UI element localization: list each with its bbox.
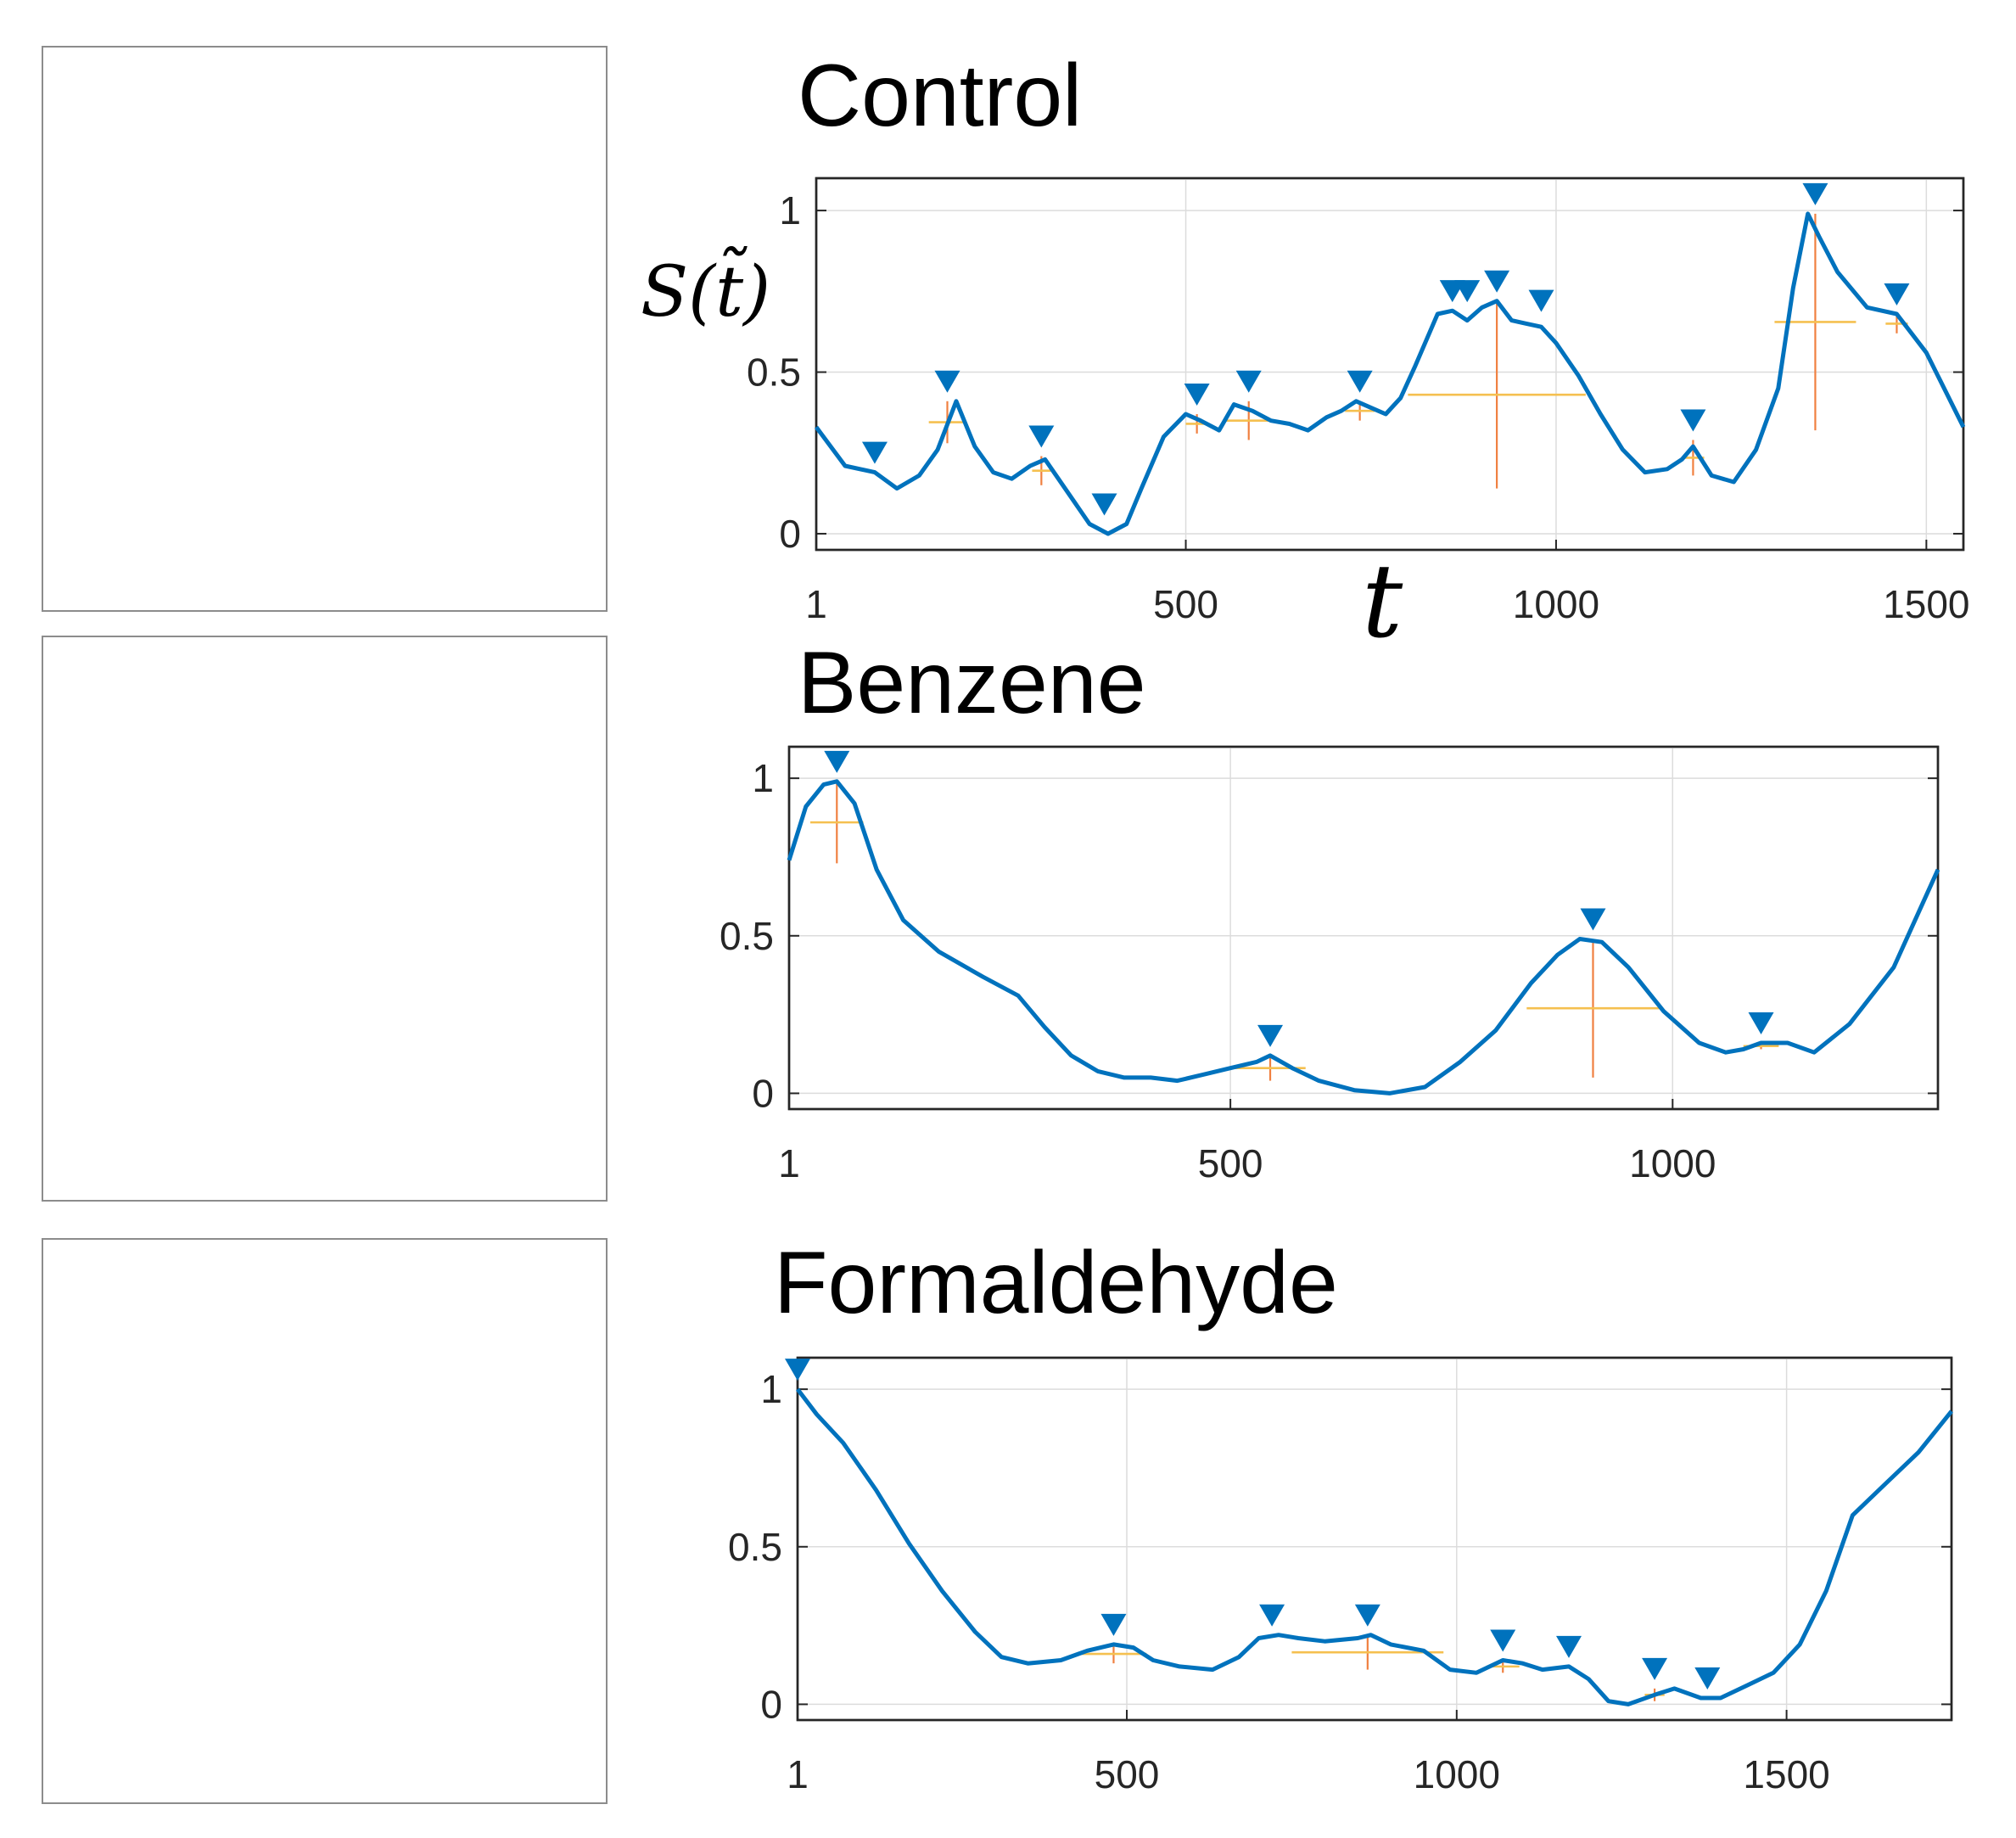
peak-marker-icon — [1100, 1613, 1127, 1636]
x-tick-label: 1 — [787, 1752, 809, 1796]
peak-marker-icon — [1235, 370, 1262, 393]
peak-marker-icon — [1528, 289, 1554, 312]
chart-title-formaldehyde: Formaldehyde — [774, 1234, 1338, 1332]
peak-marker-icon — [1484, 270, 1510, 293]
series-line — [796, 1387, 1953, 1706]
trajectory-panel-control — [42, 46, 608, 612]
plot-area — [815, 177, 1965, 552]
y-tick-label: 0 — [779, 512, 801, 556]
peak-marker-icon — [1884, 283, 1910, 305]
y-tick-label: 0.5 — [747, 350, 801, 395]
peak-marker-icon — [1580, 908, 1606, 931]
peak-marker-icon — [1802, 182, 1828, 205]
peak-marker-icon — [1259, 1604, 1285, 1627]
peak-marker-icon — [1184, 384, 1210, 406]
y-tick-label: 1 — [752, 756, 774, 800]
x-tick-label: 500 — [1153, 582, 1218, 626]
plot-area — [796, 1356, 1953, 1722]
trajectory-box-benzene — [42, 636, 608, 1202]
peak-marker-icon — [824, 750, 850, 773]
x-axis-label: t̃ — [1362, 535, 1408, 661]
x-tick-label: 500 — [1198, 1141, 1263, 1185]
peak-marker-icon — [1490, 1629, 1516, 1652]
y-axis-label: S(t̃) — [641, 245, 770, 333]
x-tick-label: 1000 — [1629, 1141, 1716, 1185]
y-tick-label: 1 — [760, 1367, 782, 1411]
chart-benzene: 1 500 1000 0 0.5 1 — [720, 745, 1940, 1185]
y-tick-label: 0.5 — [728, 1525, 782, 1569]
peak-marker-icon — [1680, 409, 1706, 432]
y-tick-label: 0 — [760, 1682, 782, 1726]
trajectory-box-control — [42, 46, 608, 612]
x-tick-label: 1500 — [1743, 1752, 1829, 1796]
peak-marker-icon — [1748, 1012, 1774, 1035]
trajectory-panel-formaldehyde — [42, 1238, 608, 1804]
peak-marker-icon — [1028, 425, 1055, 448]
y-tick-label: 1 — [779, 188, 801, 233]
x-tick-label: 500 — [1095, 1752, 1160, 1796]
y-tick-label: 0 — [752, 1071, 774, 1115]
peak-marker-icon — [785, 1359, 810, 1381]
plot-frame — [787, 745, 1940, 1111]
peak-marker-icon — [1257, 1024, 1284, 1047]
peak-marker-icon — [1354, 1604, 1380, 1627]
peak-marker-icon — [1642, 1657, 1668, 1680]
peak-marker-icon — [1091, 493, 1117, 516]
trajectory-panel-benzene — [42, 636, 608, 1202]
x-tick-label: 1500 — [1883, 582, 1969, 626]
peak-marker-icon — [1694, 1667, 1721, 1690]
plot-frame — [815, 177, 1965, 552]
peak-marker-icon — [1555, 1635, 1582, 1658]
x-tick-label: 1000 — [1513, 582, 1599, 626]
x-tick-label: 1 — [778, 1141, 800, 1185]
chart-title-benzene: Benzene — [798, 634, 1146, 732]
peak-marker-icon — [861, 441, 888, 464]
peak-marker-icon — [1347, 370, 1373, 393]
x-tick-label: 1 — [805, 582, 827, 626]
y-tick-label: 0.5 — [720, 914, 774, 958]
chart-title-control: Control — [798, 47, 1082, 145]
plot-frame — [796, 1356, 1953, 1722]
series-line — [814, 211, 1966, 536]
plot-area — [787, 745, 1940, 1111]
trajectory-box-formaldehyde — [42, 1238, 608, 1804]
peak-marker-icon — [1454, 280, 1481, 303]
series-line — [787, 779, 1940, 1096]
peak-marker-icon — [934, 370, 960, 393]
x-tick-label: 1000 — [1414, 1752, 1500, 1796]
